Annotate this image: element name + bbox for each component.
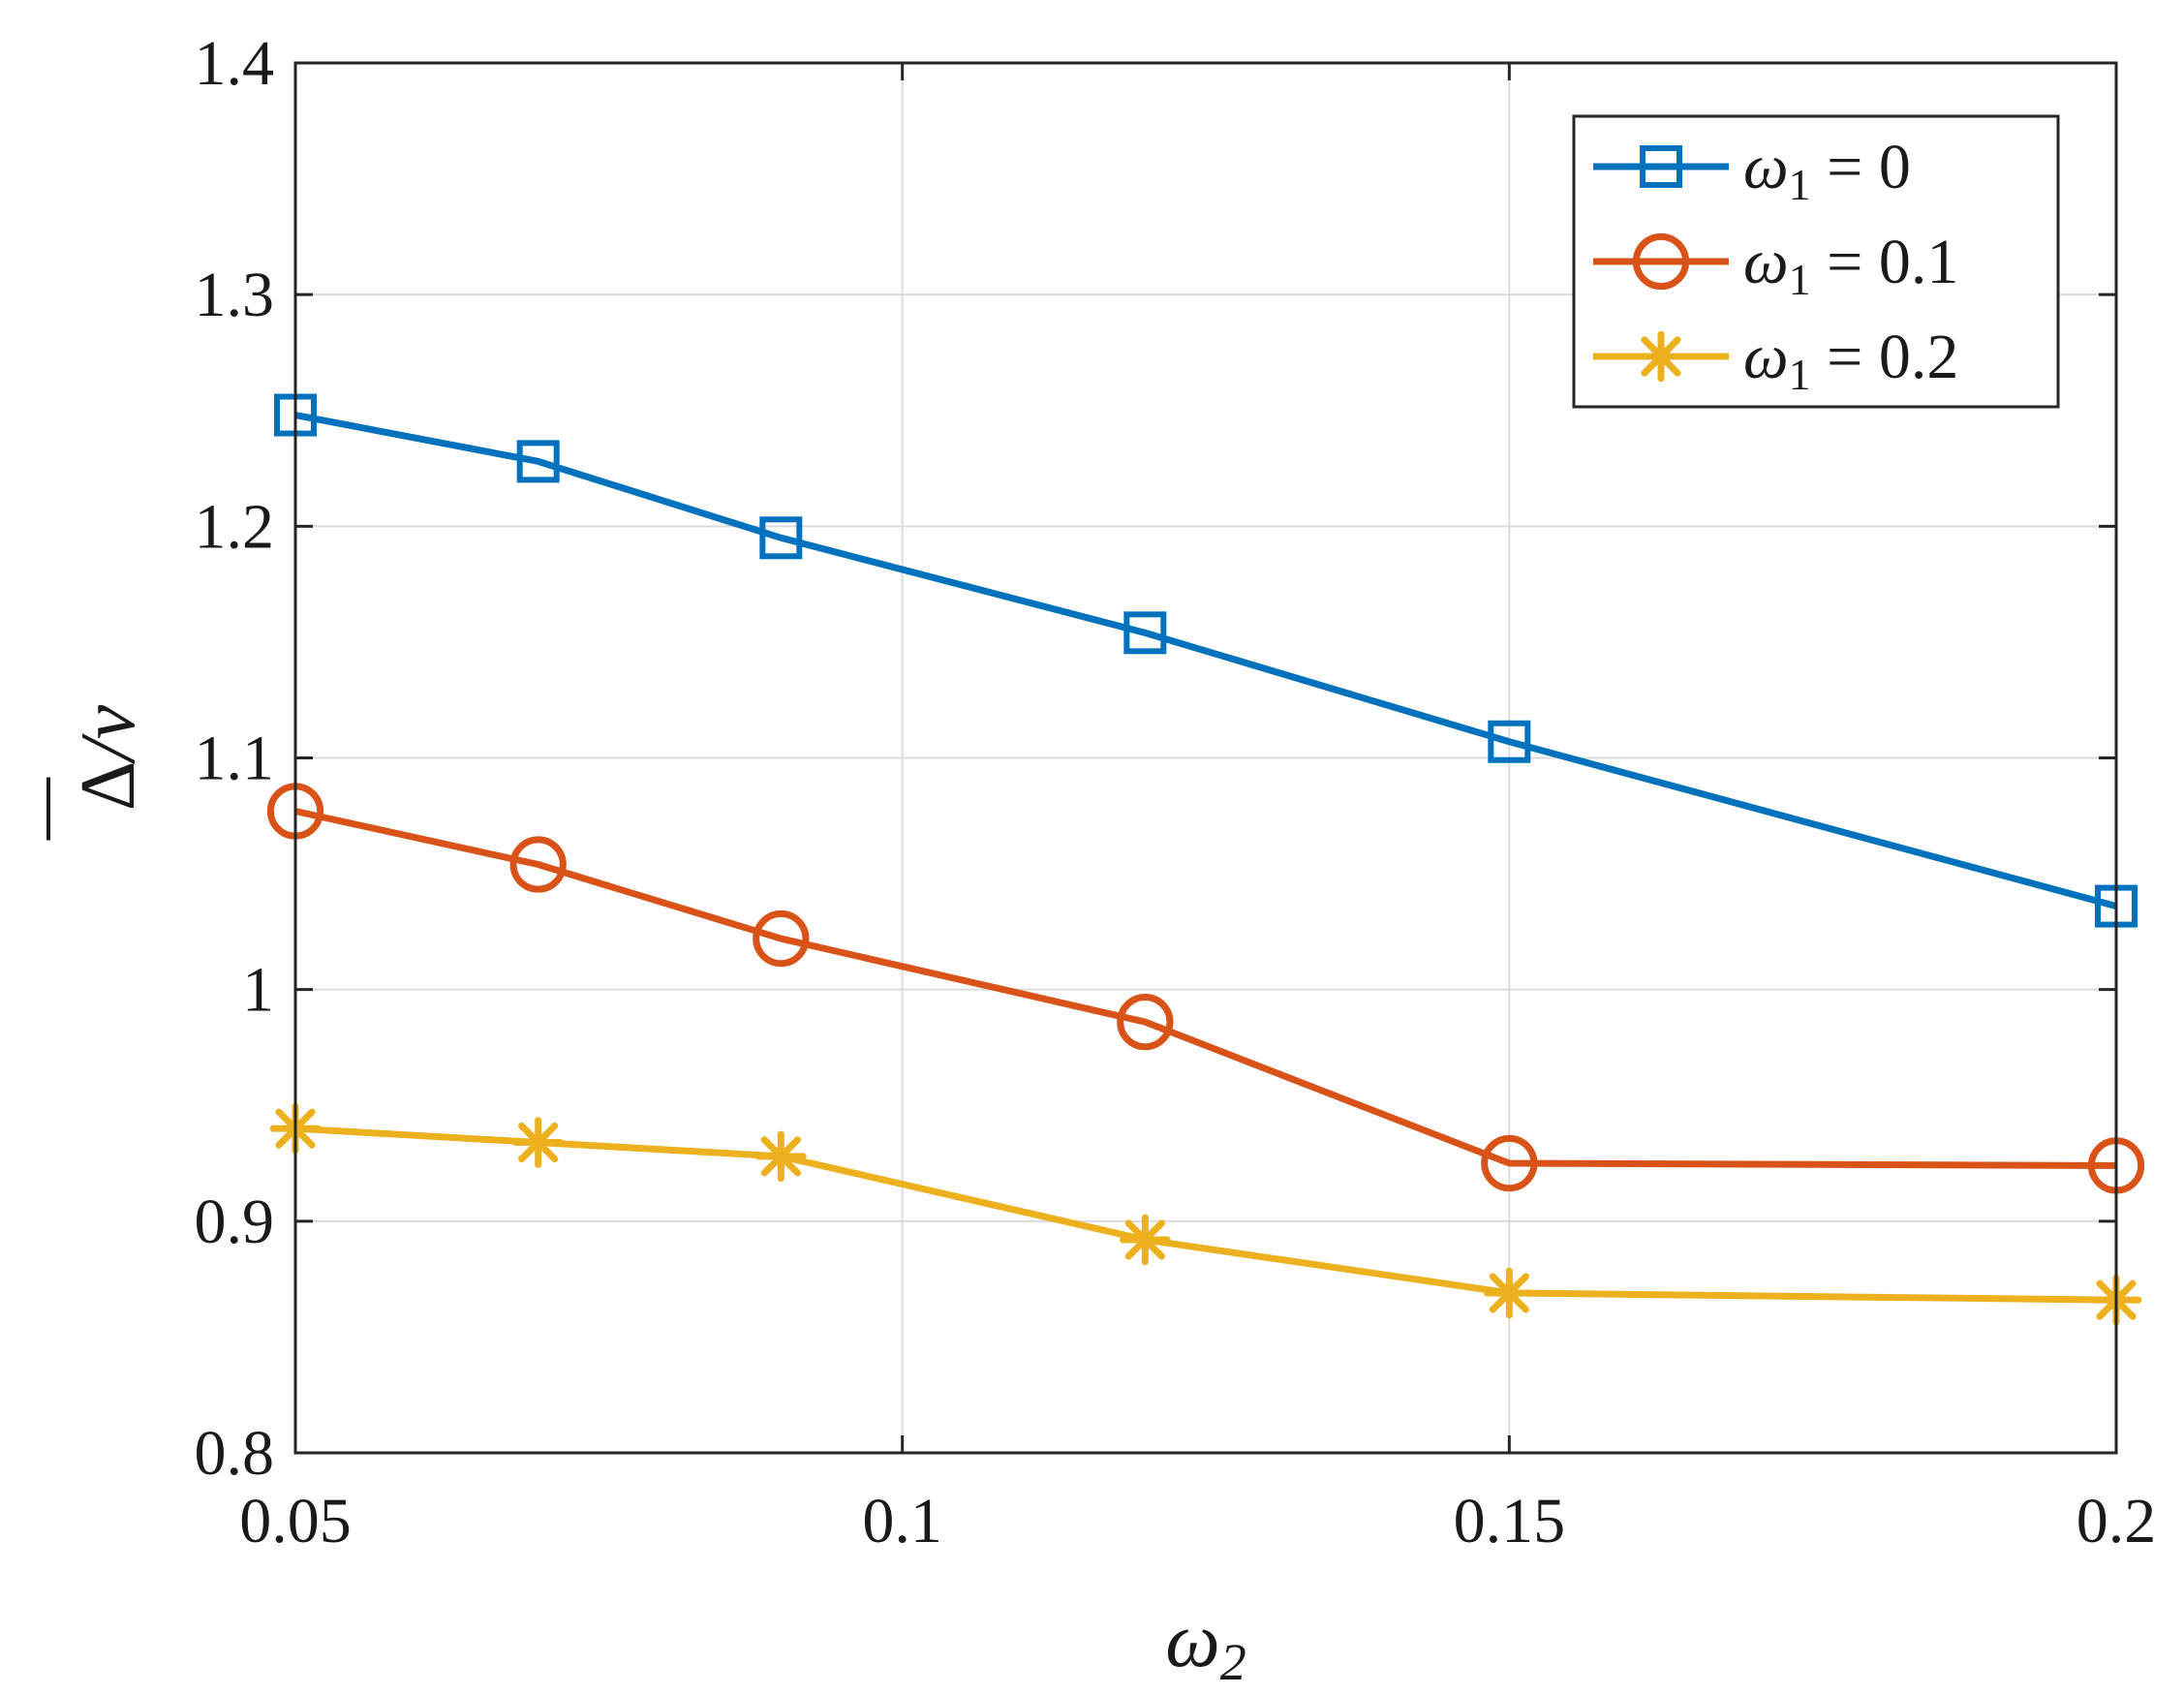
data-point-asterisk — [1120, 1214, 1171, 1266]
svg-text:Δ/ν: Δ/ν — [66, 704, 151, 811]
legend-label: ω1 = 0 — [1743, 132, 1911, 209]
series-line — [294, 808, 2117, 1169]
data-point-square — [1640, 145, 1682, 188]
x-tick-label: 0.05 — [239, 1486, 352, 1556]
y-tick-label: 1 — [242, 955, 274, 1026]
x-tick-label: 0.15 — [1454, 1486, 1566, 1556]
data-point-asterisk — [755, 1130, 807, 1183]
legend-label: ω1 = 0.1 — [1743, 227, 1958, 304]
y-tick-label: 1.1 — [195, 724, 275, 794]
series-line — [294, 1125, 2117, 1304]
legend-label: ω1 = 0.2 — [1743, 322, 1958, 399]
legend-item: ω1 = 0.1 — [1593, 227, 1958, 304]
legend-item: ω1 = 0 — [1593, 132, 1911, 209]
y-tick-label: 1.4 — [195, 28, 275, 99]
legend-item: ω1 = 0.2 — [1593, 322, 1958, 399]
y-tick-label: 0.8 — [195, 1418, 275, 1489]
legend: ω1 = 0 ω1 = 0.1 ω1 = 0.2 — [1572, 114, 2060, 409]
x-tick-label: 0.2 — [2076, 1486, 2157, 1556]
data-point-circle — [753, 909, 810, 968]
x-axis-label-symbol: ω — [1165, 1598, 1219, 1683]
data-point-asterisk — [512, 1117, 564, 1168]
series-layer — [266, 393, 2145, 1326]
y-tick-label: 1.2 — [195, 491, 275, 562]
y-tick-label: 1.3 — [195, 260, 275, 330]
series-line — [294, 412, 2117, 909]
series-3 — [269, 1102, 2142, 1326]
data-point-square — [1488, 720, 1531, 763]
data-point-square — [759, 516, 803, 560]
data-point-circle — [509, 836, 567, 893]
x-axis-label-subscript: 2 — [1220, 1633, 1246, 1691]
x-tick-label: 0.1 — [862, 1486, 942, 1556]
y-tick-label: 0.9 — [195, 1186, 275, 1257]
data-point-square — [1123, 611, 1167, 655]
data-point-circle — [1481, 1134, 1538, 1192]
x-axis-label: ω2 — [1165, 1598, 1246, 1691]
y-axis-label-delta: Δ — [66, 761, 151, 811]
ticks-layer: 0.05 0.1 0.15 0.2 0.8 0.9 1 1.1 1.2 1.3 1.4 — [195, 28, 2157, 1556]
data-point-circle — [1117, 994, 1174, 1051]
y-axis-label-rest: /ν — [66, 704, 151, 764]
data-point-square — [516, 440, 560, 483]
data-point-asterisk — [1484, 1267, 1535, 1319]
y-axis-label: Δ/ν — [46, 704, 151, 841]
data-point-asterisk — [1635, 330, 1687, 383]
data-point-circle — [1632, 232, 1690, 291]
